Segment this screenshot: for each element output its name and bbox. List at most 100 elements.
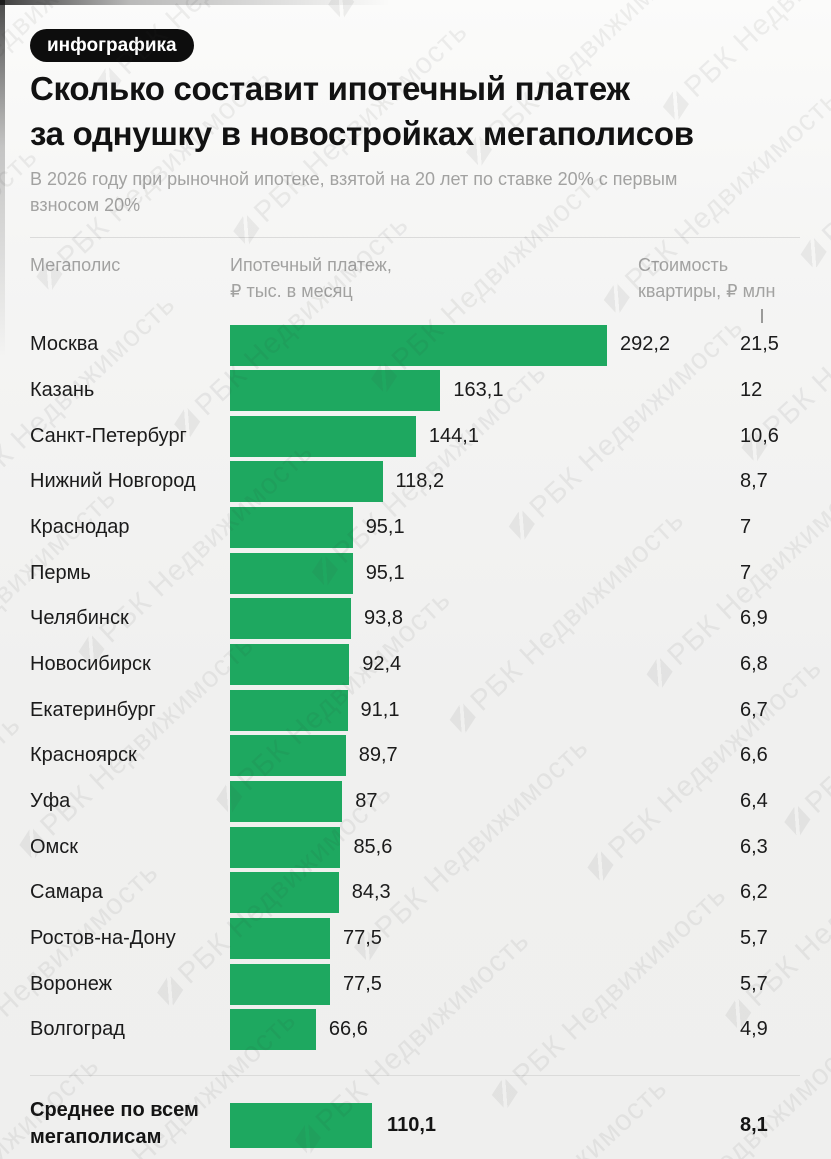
price-value: 8,7 xyxy=(740,470,768,493)
price-value: 4,9 xyxy=(740,1018,768,1041)
chart-row: Москва 292,2 21,5 xyxy=(0,322,831,368)
payment-value: 84,3 xyxy=(351,881,391,904)
payment-bar xyxy=(230,370,441,412)
city-label: Уфа xyxy=(30,789,71,812)
column-header-price: Стоимость квартиры, ₽ млн xyxy=(638,255,776,301)
city-label: Новосибирск xyxy=(30,652,151,675)
watermark-tile: РБК Недвижимость xyxy=(795,38,831,272)
city-label: Казань xyxy=(30,378,95,401)
payment-value: 292,2 xyxy=(620,333,671,356)
chart-row: Волгоград 66,6 4,9 xyxy=(0,1007,831,1053)
chart-row: Челябинск 93,8 6,9 xyxy=(0,596,831,642)
rbc-logo-icon xyxy=(800,236,827,270)
city-label: Челябинск xyxy=(30,607,129,630)
payment-bar xyxy=(230,781,343,823)
city-label: Воронеж xyxy=(30,972,113,995)
payment-value: 91,1 xyxy=(360,698,400,721)
chart-row: Самара 84,3 6,2 xyxy=(0,870,831,916)
city-label: Волгоград xyxy=(30,1018,125,1041)
payment-value: 66,6 xyxy=(328,1018,368,1041)
payment-value: 77,5 xyxy=(342,926,382,949)
chart-row: Красноярск 89,7 6,6 xyxy=(0,733,831,779)
city-label: Санкт-Петербург xyxy=(30,424,187,447)
chart-row: Казань 163,1 12 xyxy=(0,368,831,414)
chart-rows: Москва 292,2 21,5 Казань 163,1 12 Санкт-… xyxy=(0,322,831,1053)
price-value: 7 xyxy=(740,515,752,538)
payment-value: 163,1 xyxy=(453,378,504,401)
price-value: 6,2 xyxy=(740,881,768,904)
payment-bar xyxy=(230,1009,316,1051)
photo-edge-shadow-left xyxy=(0,0,5,420)
payment-bar xyxy=(230,918,330,960)
payment-value: 87 xyxy=(355,789,378,812)
price-value: 12 xyxy=(740,378,763,401)
city-label: Омск xyxy=(30,835,79,858)
average-payment-bar xyxy=(230,1103,373,1148)
chart-row: Екатеринбург 91,1 6,7 xyxy=(0,687,831,733)
header-divider xyxy=(30,237,800,238)
city-label: Ростов-на-Дону xyxy=(30,926,176,949)
payment-bar xyxy=(230,644,350,686)
chart-row: Уфа 87 6,4 xyxy=(0,779,831,825)
column-header-payment: Ипотечный платеж, ₽ тыс. в месяц xyxy=(230,255,392,301)
chart-row: Нижний Новгород 118,2 8,7 xyxy=(0,459,831,505)
payment-bar xyxy=(230,689,348,731)
payment-value: 144,1 xyxy=(428,424,479,447)
chart-row: Краснодар 95,1 7 xyxy=(0,505,831,551)
price-value: 6,7 xyxy=(740,698,768,721)
price-value: 10,6 xyxy=(740,424,779,447)
payment-bar xyxy=(230,735,346,777)
city-label: Екатеринбург xyxy=(30,698,156,721)
city-label: Краснодар xyxy=(30,515,130,538)
chart-row: Пермь 95,1 7 xyxy=(0,550,831,596)
chart-row: Воронеж 77,5 5,7 xyxy=(0,961,831,1007)
city-label: Москва xyxy=(30,333,99,356)
chart-row: Новосибирск 92,4 6,8 xyxy=(0,642,831,688)
average-label: Среднее по всем мегаполисам xyxy=(30,1099,199,1148)
city-label: Пермь xyxy=(30,561,91,584)
city-label: Самара xyxy=(30,881,103,904)
price-axis-tick xyxy=(761,309,763,323)
payment-bar xyxy=(230,552,353,594)
payment-bar xyxy=(230,507,353,549)
page-subtitle: В 2026 году при рыночной ипотеке, взятой… xyxy=(30,169,678,215)
average-row: Среднее по всем мегаполисам 110,1 8,1 xyxy=(0,1094,831,1156)
average-divider xyxy=(30,1075,800,1076)
price-value: 5,7 xyxy=(740,972,768,995)
payment-bar xyxy=(230,461,383,503)
price-value: 6,3 xyxy=(740,835,768,858)
payment-value: 118,2 xyxy=(395,470,445,493)
price-value: 5,7 xyxy=(740,926,768,949)
payment-value: 93,8 xyxy=(364,607,403,630)
payment-value: 89,7 xyxy=(358,744,398,767)
payment-value: 95,1 xyxy=(365,515,405,538)
payment-bar xyxy=(230,598,352,640)
payment-bar xyxy=(230,963,330,1005)
rbc-logo-icon xyxy=(232,213,260,247)
payment-value: 85,6 xyxy=(353,835,393,858)
price-value: 6,9 xyxy=(740,607,768,630)
infographic-badge: инфографика xyxy=(30,29,194,62)
page-title: Сколько составит ипотечный платеж за одн… xyxy=(30,70,694,152)
payment-value: 92,4 xyxy=(362,652,402,675)
price-value: 7 xyxy=(740,561,752,584)
chart-row: Омск 85,6 6,3 xyxy=(0,824,831,870)
payment-bar xyxy=(230,324,607,366)
payment-value: 77,5 xyxy=(342,972,382,995)
rbc-logo-icon xyxy=(603,281,631,316)
price-value: 6,4 xyxy=(740,789,768,812)
price-value: 6,6 xyxy=(740,744,768,767)
payment-bar xyxy=(230,826,341,868)
column-header-city: Мегаполис xyxy=(30,255,121,275)
payment-bar xyxy=(230,872,339,914)
chart-row: Санкт-Петербург 144,1 10,6 xyxy=(0,413,831,459)
payment-value: 95,1 xyxy=(365,561,405,584)
average-price-value: 8,1 xyxy=(740,1114,768,1136)
city-label: Красноярск xyxy=(30,744,137,767)
chart-row: Ростов-на-Дону 77,5 5,7 xyxy=(0,916,831,962)
average-payment-value: 110,1 xyxy=(387,1114,436,1136)
price-value: 21,5 xyxy=(740,333,779,356)
payment-bar xyxy=(230,415,416,457)
price-value: 6,8 xyxy=(740,652,768,675)
